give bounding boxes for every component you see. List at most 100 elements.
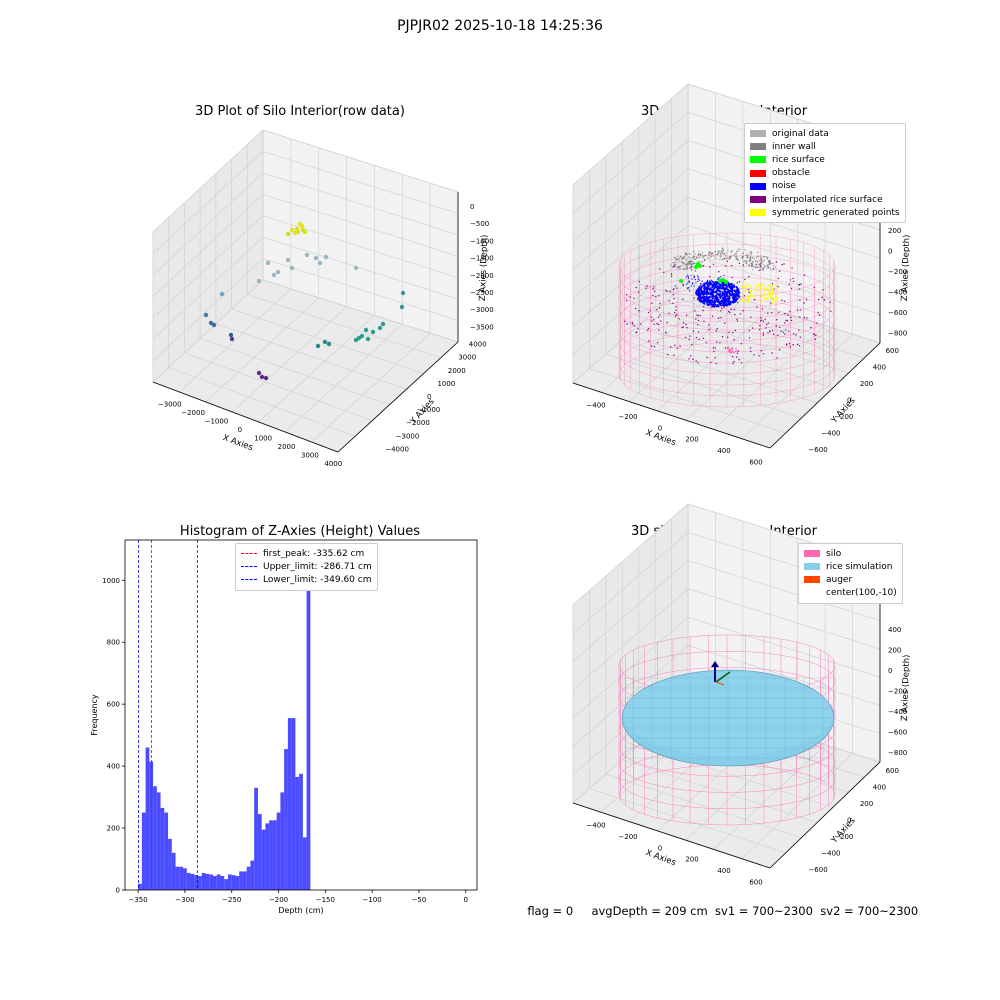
- panel1-data-point: [322, 339, 328, 345]
- histogram-bar: [265, 823, 270, 890]
- panel2-wall-point: [688, 253, 691, 255]
- panel2-wall-point: [680, 256, 683, 258]
- panel2-wall-point: [674, 261, 677, 264]
- panel4-grid: [572, 588, 689, 691]
- panel2-interpolated-point: [791, 267, 793, 269]
- panel2-wall-point: [752, 262, 754, 264]
- panel2-interpolated-point: [712, 263, 715, 265]
- panel1-data-point: [299, 223, 305, 229]
- panel2-interpolated-point: [777, 286, 779, 288]
- panel2-interpolated-point: [720, 310, 722, 312]
- panel2-wall-point: [726, 252, 728, 254]
- panel2-interpolated-point: [738, 359, 740, 361]
- panel2-interpolated-point: [637, 328, 639, 330]
- panel2-grid: [572, 253, 689, 355]
- panel4-z-tick-label: −600: [888, 729, 907, 737]
- panel2-interpolated-point: [753, 354, 755, 356]
- panel2-symmetric-point: [768, 284, 771, 287]
- panel2-noise-point: [716, 288, 719, 291]
- panel2-wall-point: [708, 252, 710, 255]
- panel2-wall-point: [685, 258, 688, 261]
- panel1-grid: [258, 315, 375, 423]
- panel2-interpolated-point: [724, 265, 727, 267]
- panel4-grid: [687, 560, 881, 621]
- avg-depth-text: avgDepth = 209 cm: [591, 904, 708, 918]
- histogram-x-tick-label: −350: [128, 896, 147, 904]
- panel2-symmetric-point: [775, 298, 778, 301]
- panel4-y-axis-line: [769, 761, 881, 869]
- panel2-interpolated-point: [728, 331, 730, 334]
- panel2-symmetric-point: [746, 289, 749, 292]
- panel2-noise-point: [706, 299, 709, 302]
- classify-legend-entry: obstacle: [750, 167, 900, 180]
- panel1-grid: [184, 352, 373, 421]
- panel1-grid: [284, 324, 403, 433]
- panel2-interpolated-point: [822, 289, 824, 291]
- panel2-interpolated-point: [742, 310, 744, 312]
- panel2-noise-point: [705, 295, 707, 298]
- panel2-noise-point: [703, 283, 706, 286]
- histogram-bar: [175, 866, 180, 890]
- panel2-wall-point: [690, 266, 692, 268]
- panel2-x-tick-label: −200: [618, 413, 637, 421]
- panel2-x-axis-line: [572, 382, 771, 449]
- panel2-wall-point: [684, 265, 687, 268]
- histogram-bar: [168, 838, 172, 890]
- panel2-wall-point: [760, 262, 762, 265]
- panel2-symmetric-point: [765, 288, 768, 291]
- panel2-wall-point: [770, 262, 773, 265]
- panel3-histogram: −350 −300 −250 −200 −150 −100 −50 0 0 200 400 600 80…: [90, 539, 478, 915]
- panel2-interpolated-point: [736, 352, 739, 354]
- panel2-interpolated-point: [674, 285, 676, 287]
- panel2-wall-point: [672, 261, 674, 264]
- panel2-noise-point: [697, 291, 700, 294]
- panel2-noise-point: [714, 283, 716, 285]
- panel2-noise-point: [693, 285, 695, 287]
- panel2-noise-point: [697, 287, 700, 290]
- panel2-interpolated-point: [803, 274, 806, 276]
- panel2-wall-point: [699, 253, 701, 255]
- panel2-noise-point: [697, 296, 700, 299]
- panel4-y-tick-label: 600: [886, 767, 899, 775]
- panel2-interpolated-point: [675, 306, 677, 308]
- panel2-interpolated-point: [682, 326, 684, 328]
- panel2-noise-point: [693, 276, 696, 278]
- panel1-grid: [179, 288, 292, 393]
- panel2-wall-point: [701, 260, 703, 263]
- panel2-wall-point: [749, 251, 752, 253]
- histogram-legend-entry: Upper_limit: -286.71 cm: [241, 560, 372, 573]
- panel2-interpolated-point: [647, 327, 650, 330]
- panel2-grid: [572, 196, 689, 299]
- panel2-noise-point: [711, 297, 714, 300]
- panel2-interpolated-point: [780, 330, 782, 332]
- histogram-x-axis-label: Depth (cm): [278, 906, 323, 915]
- panel2-wall-point: [766, 257, 769, 260]
- panel2-wall-point: [673, 264, 675, 267]
- panel2-wall-point: [691, 263, 693, 266]
- panel2-interpolated-point: [672, 289, 675, 291]
- panel2-interpolated-point: [781, 299, 783, 302]
- panel2-interpolated-point: [792, 277, 794, 280]
- panel2-wall-point: [755, 260, 757, 263]
- panel2-interpolated-point: [653, 290, 656, 292]
- panel2-wall-point: [756, 255, 758, 258]
- panel2-noise-point: [717, 285, 719, 287]
- panel4-y-tick-label: 0: [847, 817, 851, 825]
- histogram-bar: [254, 787, 258, 890]
- panel1-data-point: [317, 260, 323, 266]
- panel2-interpolated-point: [714, 357, 716, 359]
- panel2-wall-point: [676, 258, 679, 261]
- panel2-wall-point: [736, 255, 739, 258]
- panel2-interpolated-point: [733, 308, 736, 311]
- panel2-interpolated-point: [719, 342, 721, 344]
- panel2-interpolated-point: [739, 313, 741, 315]
- classify-legend-swatch: [750, 169, 766, 177]
- panel4-grid: [687, 588, 881, 650]
- panel2-noise-point: [699, 285, 701, 287]
- panel2-noise-point: [706, 281, 709, 284]
- panel2-wall-point: [730, 255, 733, 257]
- panel2-noise-point: [688, 281, 691, 283]
- classify-legend-label: symmetric generated points: [772, 207, 900, 218]
- panel2-interpolated-point: [699, 314, 701, 317]
- panel2-interpolated-point: [651, 320, 653, 322]
